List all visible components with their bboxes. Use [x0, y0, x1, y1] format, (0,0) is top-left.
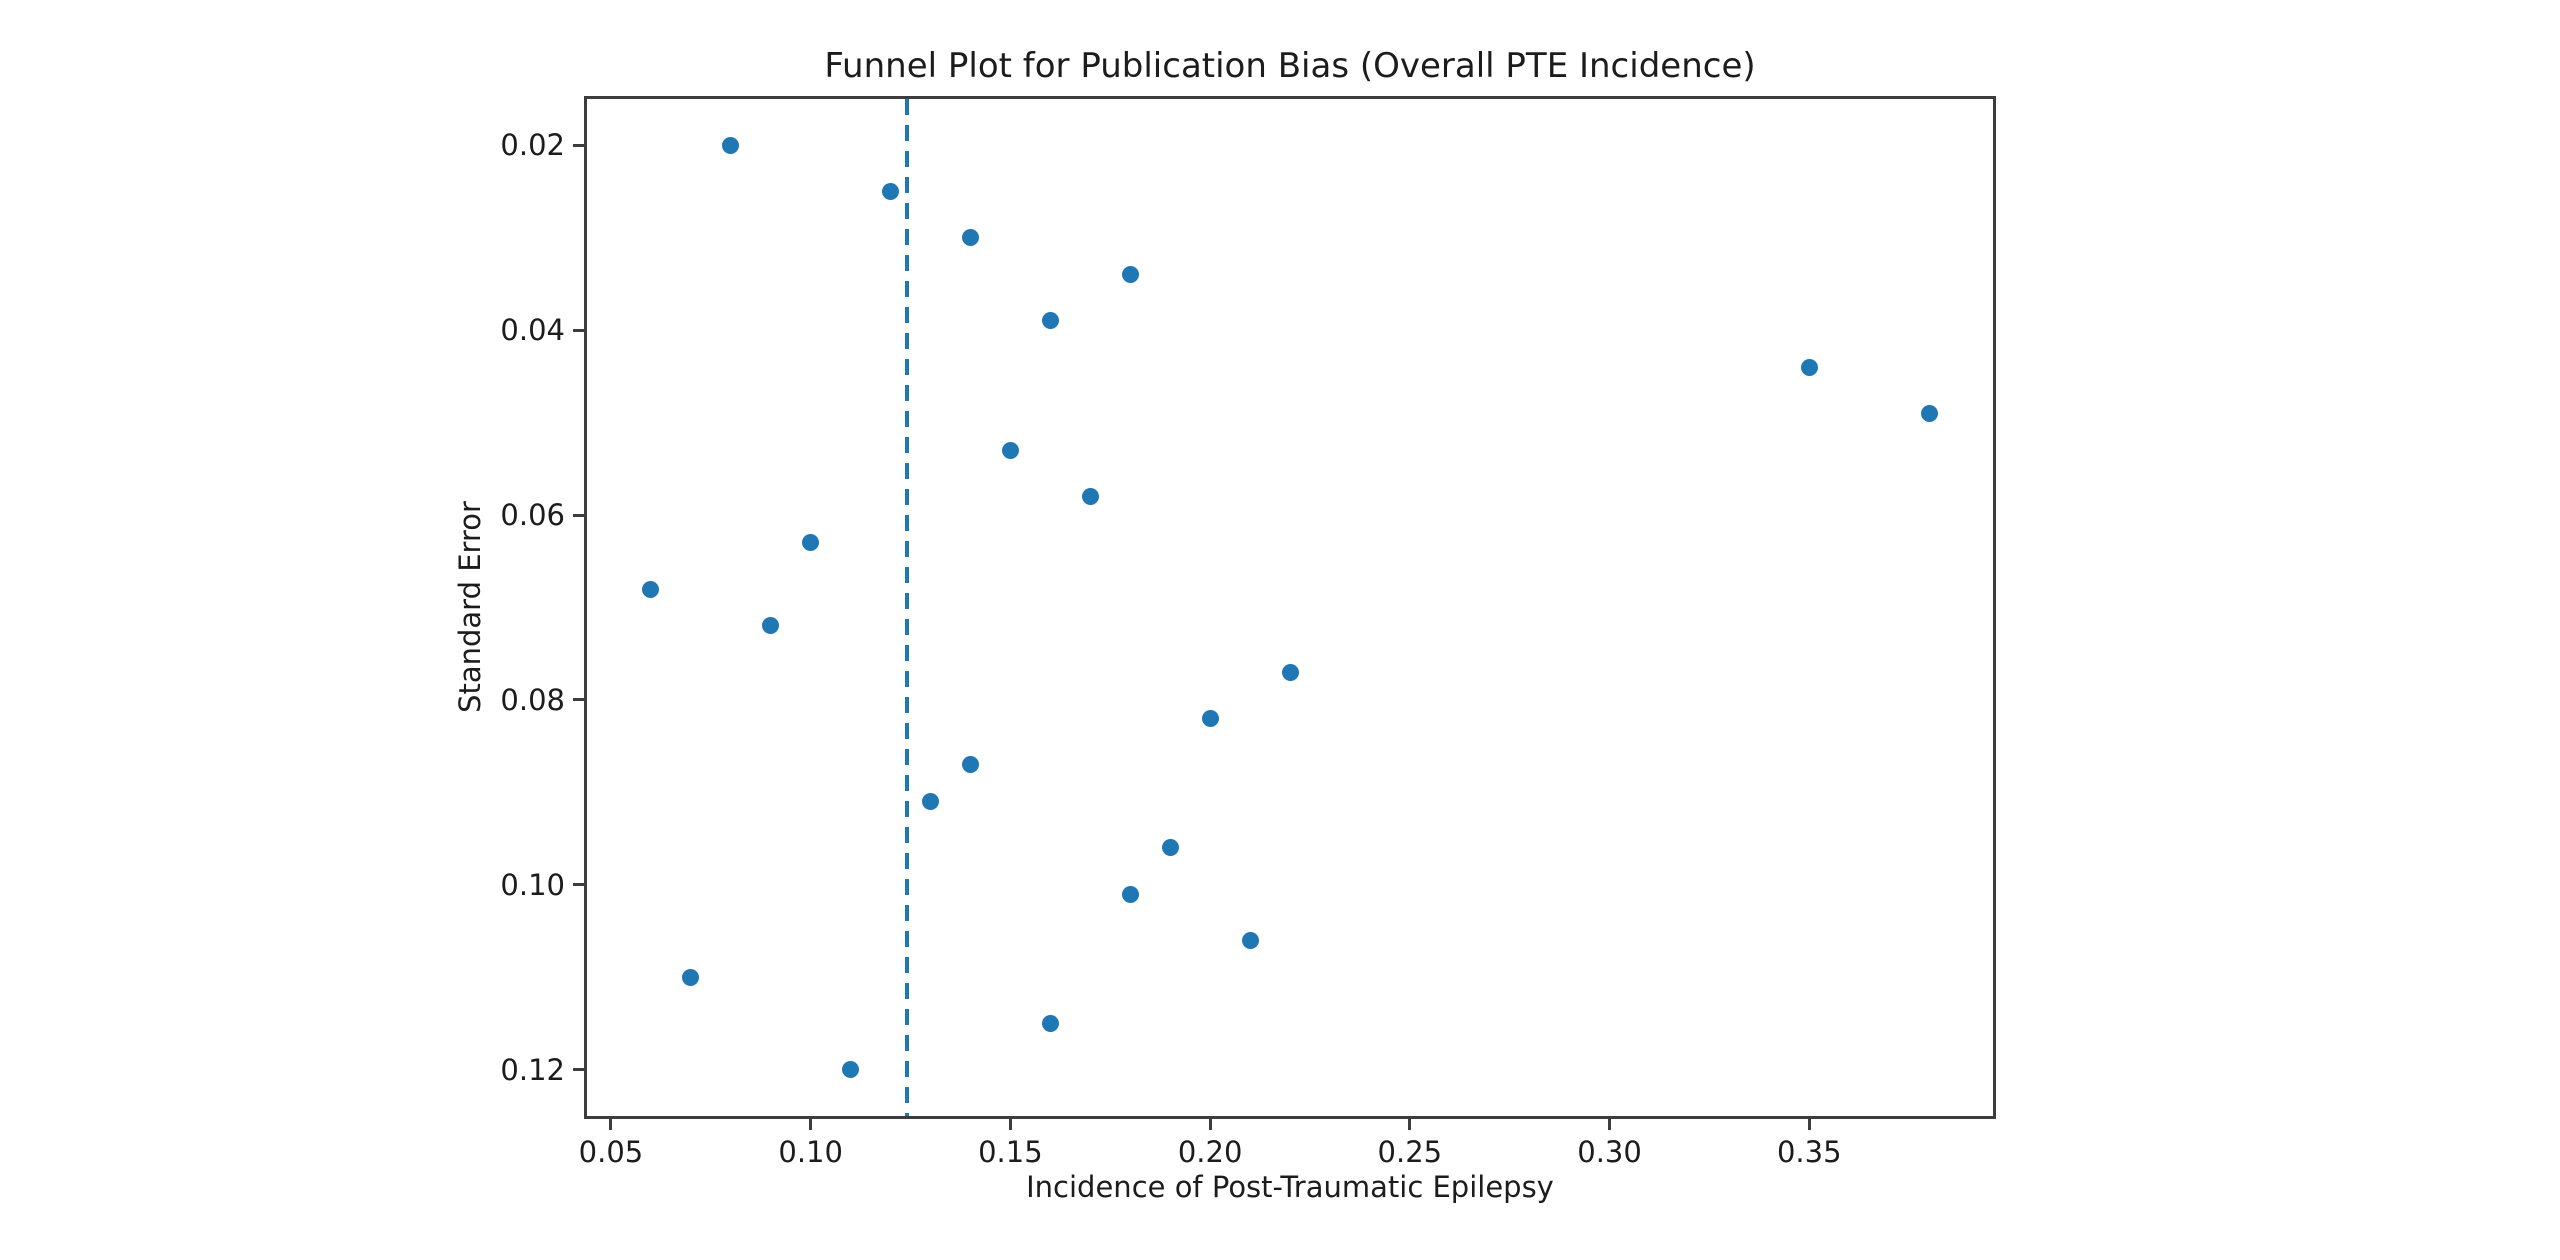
y-tick: [573, 328, 584, 332]
data-point: [682, 968, 700, 986]
y-tick: [573, 698, 584, 702]
x-tick: [1807, 1119, 1811, 1130]
x-tick: [1608, 1119, 1612, 1130]
data-point: [722, 136, 740, 154]
y-tick: [573, 1068, 584, 1072]
data-point: [882, 182, 900, 200]
y-tick-label: 0.04: [500, 313, 565, 348]
data-point: [1241, 931, 1259, 949]
data-point: [802, 534, 820, 552]
data-point: [1001, 441, 1019, 459]
y-tick-label: 0.02: [500, 128, 565, 163]
pooled-estimate-dashed-line: [904, 99, 909, 1116]
x-tick-label: 0.30: [1577, 1135, 1642, 1169]
data-point: [1161, 839, 1179, 857]
y-tick: [573, 143, 584, 147]
data-point: [1081, 488, 1099, 506]
x-tick-label: 0.15: [978, 1135, 1043, 1169]
x-axis-label: Incidence of Post-Traumatic Epilepsy: [1026, 1170, 1554, 1204]
y-tick-label: 0.12: [500, 1052, 565, 1087]
data-point: [1201, 709, 1219, 727]
chart-title: Funnel Plot for Publication Bias (Overal…: [824, 46, 1756, 86]
data-point: [922, 793, 939, 811]
y-tick-label: 0.06: [500, 498, 565, 533]
data-point: [961, 229, 979, 247]
x-tick-label: 0.35: [1776, 1135, 1842, 1169]
x-tick: [609, 1119, 613, 1130]
data-point: [842, 1061, 860, 1079]
y-axis-label: Standard Error: [453, 501, 487, 713]
data-point: [1281, 663, 1299, 681]
x-tick-label: 0.10: [778, 1135, 843, 1169]
y-tick-label: 0.10: [500, 867, 565, 902]
data-point: [1041, 312, 1059, 330]
data-point: [1121, 885, 1139, 903]
x-tick: [1408, 1119, 1412, 1130]
x-tick: [1208, 1119, 1212, 1130]
y-tick: [573, 513, 584, 517]
data-point: [762, 617, 780, 635]
x-tick-label: 0.25: [1377, 1135, 1443, 1169]
plot-area: 0.05 0.10 0.15 0.20 0.25 0.30 0.35 0.02 0.04 0.06…: [500, 96, 1996, 1167]
x-tick-label: 0.05: [578, 1135, 644, 1169]
data-point: [642, 580, 660, 598]
x-tick-label: 0.20: [1177, 1135, 1243, 1169]
y-tick-label: 0.08: [500, 682, 565, 717]
data-point: [1121, 266, 1139, 284]
x-tick: [809, 1119, 813, 1130]
y-tick: [573, 883, 584, 887]
x-tick: [1008, 1119, 1012, 1130]
data-point: [961, 756, 979, 774]
data-point: [1800, 358, 1818, 376]
data-point: [1920, 404, 1938, 422]
data-point: [1041, 1015, 1059, 1033]
